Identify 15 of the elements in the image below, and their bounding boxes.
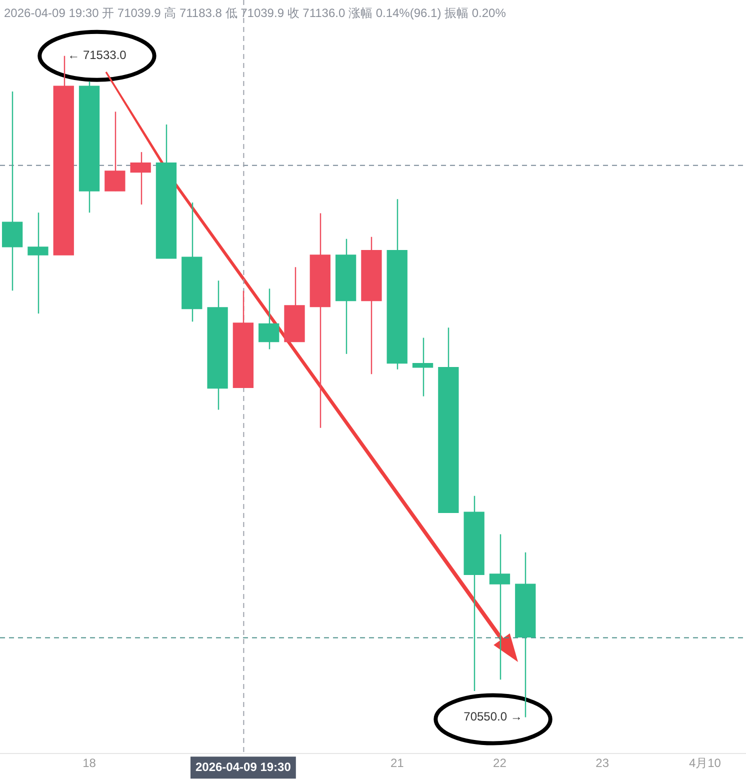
x-tick-label: 21 — [390, 756, 404, 770]
annotation: 70550.0 → — [464, 710, 522, 724]
candlestick — [130, 151, 151, 206]
annotation: 2026-04-09 19:30 开 71039.9 高 71183.8 低 71039.9 收 71136.0 涨幅 0.14%(96.1) 振幅 0.20% — [4, 6, 506, 20]
candlestick — [489, 534, 510, 680]
annotation: ← 71533.0 — [68, 48, 127, 62]
candlestick — [258, 288, 280, 350]
x-tick-label: 22 — [493, 756, 507, 770]
candlestick — [104, 111, 126, 192]
ref-line-label: 2026-04-09 19:30 — [195, 760, 292, 774]
x-tick-label: 23 — [596, 756, 610, 770]
x-tick-label: 18 — [82, 756, 96, 770]
x-tick-label: 4月10 — [688, 756, 722, 770]
candlestick — [412, 337, 434, 397]
candlestick — [28, 212, 48, 314]
